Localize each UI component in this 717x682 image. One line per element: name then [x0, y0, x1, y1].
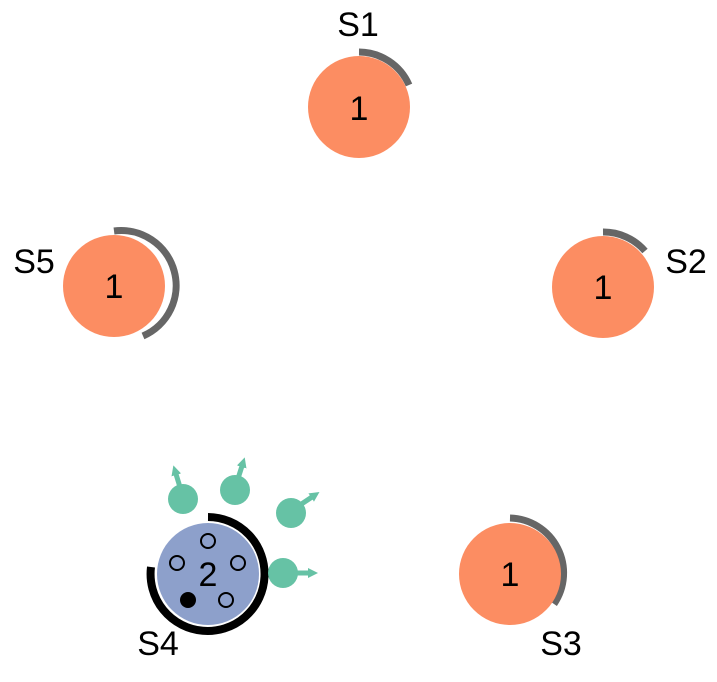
agent-4-dot [268, 558, 298, 588]
node-s2-label: S2 [665, 243, 707, 281]
node-s5: 1 S5 [13, 227, 180, 340]
agent-2-dot [220, 475, 250, 505]
node-s3-value: 1 [501, 556, 520, 594]
node-s1: 1 S1 [308, 6, 413, 158]
node-s4: 2 S4 [137, 513, 269, 663]
node-s2-value: 1 [594, 269, 613, 307]
node-s1-value: 1 [350, 90, 369, 128]
agent-4 [268, 558, 318, 588]
node-s4-arc [146, 513, 269, 635]
node-s4-label: S4 [137, 625, 179, 663]
node-s5-value: 1 [105, 268, 124, 306]
node-s5-label: S5 [13, 243, 55, 281]
node-s3-label: S3 [540, 625, 582, 663]
node-s2-arc [602, 228, 648, 254]
node-s3: 1 S3 [459, 514, 582, 663]
slot-empty-2 [169, 555, 185, 571]
agent-1 [168, 465, 198, 514]
node-s3-arc [509, 514, 568, 606]
node-s5-arc [113, 227, 180, 340]
slot-empty-1 [200, 533, 216, 549]
agent-3 [276, 492, 320, 528]
node-s2-circle [552, 236, 654, 338]
agent-1-dot [168, 484, 198, 514]
slot-empty-3 [230, 555, 246, 571]
node-s3-circle [459, 523, 561, 625]
agent-3-dot [276, 498, 306, 528]
slot-filled-1 [180, 592, 196, 608]
node-s2: 1 S2 [552, 228, 707, 338]
node-s1-circle [308, 56, 410, 158]
agent-2 [220, 457, 250, 505]
node-s4-value: 2 [199, 556, 218, 594]
slot-empty-4 [218, 592, 234, 608]
node-s1-label: S1 [337, 6, 379, 44]
node-s5-circle [63, 235, 165, 337]
node-s1-arc [358, 48, 413, 87]
